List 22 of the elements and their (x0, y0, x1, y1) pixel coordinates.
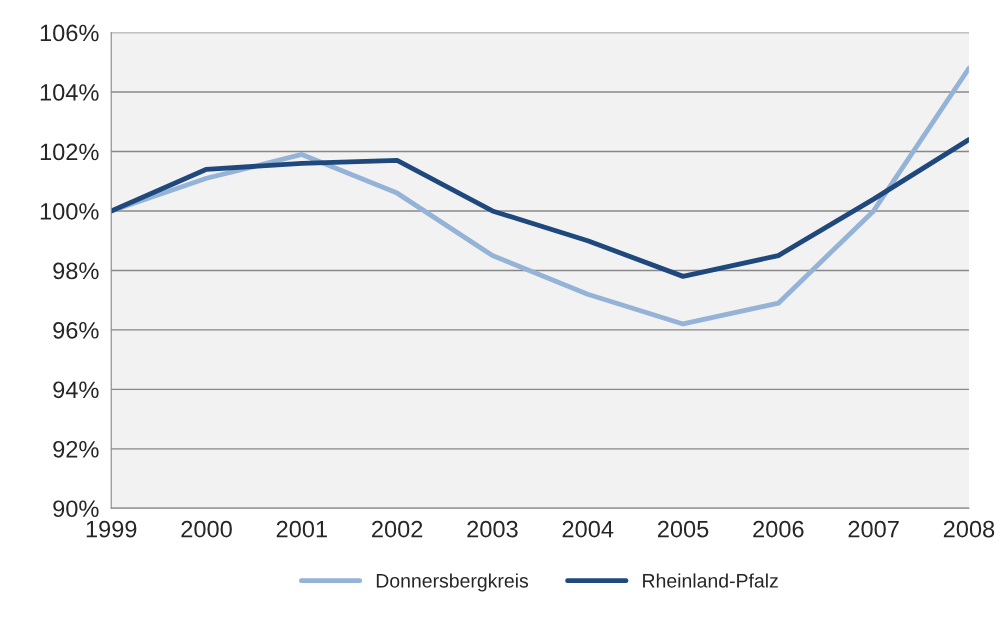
y-tick-label: 90% (53, 500, 99, 518)
x-tick-label: 1999 (86, 520, 137, 538)
y-tick-label: 104% (40, 84, 99, 101)
line-series (111, 137, 969, 279)
y-tick-label: 100% (40, 203, 99, 220)
x-tick-label: 2008 (943, 520, 995, 538)
x-tick-label: 2000 (181, 520, 232, 538)
x-tick-label: 2002 (372, 520, 423, 538)
x-tick-label: 2004 (562, 520, 614, 538)
x-tick-label: 2001 (276, 520, 327, 538)
x-tick-label: 2003 (467, 520, 518, 538)
y-tick-label: 98% (53, 262, 99, 280)
y-tick-label: 102% (40, 143, 99, 161)
legend-label: Donnersbergkreis (376, 573, 529, 592)
y-tick-label: 92% (53, 440, 99, 458)
y-tick-label: 94% (53, 381, 99, 399)
y-tick-label: 106% (40, 24, 99, 42)
y-tick-label: 96% (53, 321, 99, 339)
x-tick-label: 2007 (848, 520, 899, 538)
legend-label: Rheinland-Pfalz (643, 573, 778, 588)
x-tick-label: 2005 (657, 520, 709, 538)
x-tick-label: 2006 (753, 520, 804, 538)
